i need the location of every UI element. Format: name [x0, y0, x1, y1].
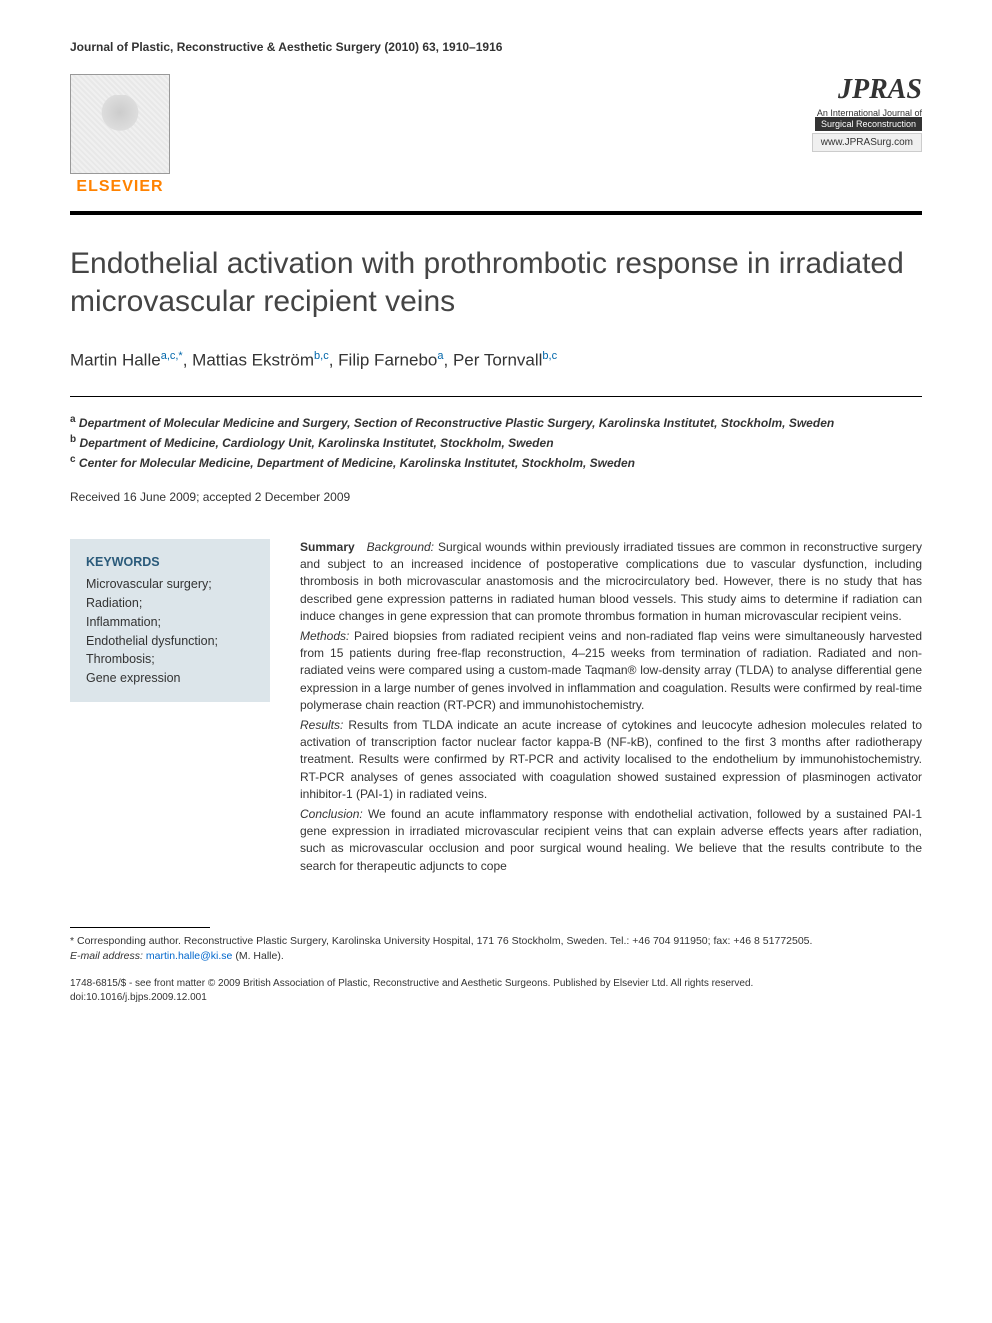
abstract: Summary Background: Surgical wounds with… — [300, 539, 922, 877]
elsevier-text: ELSEVIER — [76, 178, 163, 196]
email-line: E-mail address: martin.halle@ki.se (M. H… — [70, 949, 922, 964]
keywords-heading: KEYWORDS — [86, 553, 254, 572]
summary-label: Summary — [300, 540, 355, 554]
conclusion-text: We found an acute inflammatory response … — [300, 807, 922, 873]
keywords-box: KEYWORDS Microvascular surgery; Radiatio… — [70, 539, 270, 702]
elsevier-logo: ELSEVIER — [70, 74, 170, 196]
affiliation-b: b Department of Medicine, Cardiology Uni… — [70, 432, 922, 452]
affiliations: a Department of Molecular Medicine and S… — [70, 412, 922, 472]
corresponding-author: * Corresponding author. Reconstructive P… — [70, 934, 922, 949]
author-4: , Per Tornvall — [444, 351, 543, 370]
results-text: Results from TLDA indicate an acute incr… — [300, 718, 922, 802]
elsevier-tree-icon — [70, 74, 170, 174]
footnote-rule — [70, 927, 210, 928]
authors-line: Martin Hallea,c,*, Mattias Ekströmb,c, F… — [70, 350, 922, 371]
email-suffix: (M. Halle). — [232, 950, 283, 962]
methods-text: Paired biopsies from radiated recipient … — [300, 629, 922, 713]
copyright-line: 1748-6815/$ - see front matter © 2009 Br… — [70, 977, 922, 991]
author-1: Martin Halle — [70, 351, 161, 370]
methods-label: Methods: — [300, 629, 349, 643]
article-dates: Received 16 June 2009; accepted 2 Decemb… — [70, 490, 922, 504]
author-4-sup: b,c — [542, 350, 557, 362]
author-2: , Mattias Ekström — [183, 351, 314, 370]
thin-rule-1 — [70, 396, 922, 397]
email-link[interactable]: martin.halle@ki.se — [146, 950, 233, 962]
keywords-list: Microvascular surgery; Radiation; Inflam… — [86, 575, 254, 688]
article-title: Endothelial activation with prothromboti… — [70, 245, 922, 320]
doi-line: doi:10.1016/j.bjps.2009.12.001 — [70, 991, 922, 1005]
thick-rule — [70, 211, 922, 215]
author-1-sup: a,c,* — [161, 350, 183, 362]
jpras-title: JPRAS — [838, 74, 922, 106]
affiliation-a: a Department of Molecular Medicine and S… — [70, 412, 922, 432]
affiliation-c: c Center for Molecular Medicine, Departm… — [70, 452, 922, 472]
author-3: , Filip Farnebo — [329, 351, 438, 370]
logo-row: ELSEVIER JPRAS An International Journal … — [70, 74, 922, 196]
jpras-sub-line2: Surgical Reconstruction — [815, 117, 922, 131]
footnotes: * Corresponding author. Reconstructive P… — [70, 927, 922, 963]
journal-citation: Journal of Plastic, Reconstructive & Aes… — [70, 40, 922, 54]
author-2-sup: b,c — [314, 350, 329, 362]
jpras-logo: JPRAS An International Journal of Surgic… — [812, 74, 922, 152]
content-row: KEYWORDS Microvascular surgery; Radiatio… — [70, 539, 922, 877]
jpras-subtitle: An International Journal of Surgical Rec… — [815, 108, 922, 130]
conclusion-label: Conclusion: — [300, 807, 363, 821]
copyright: 1748-6815/$ - see front matter © 2009 Br… — [70, 977, 922, 1005]
email-label: E-mail address: — [70, 950, 143, 962]
results-label: Results: — [300, 718, 343, 732]
background-label: Background: — [367, 540, 434, 554]
jpras-url[interactable]: www.JPRASurg.com — [812, 133, 922, 152]
